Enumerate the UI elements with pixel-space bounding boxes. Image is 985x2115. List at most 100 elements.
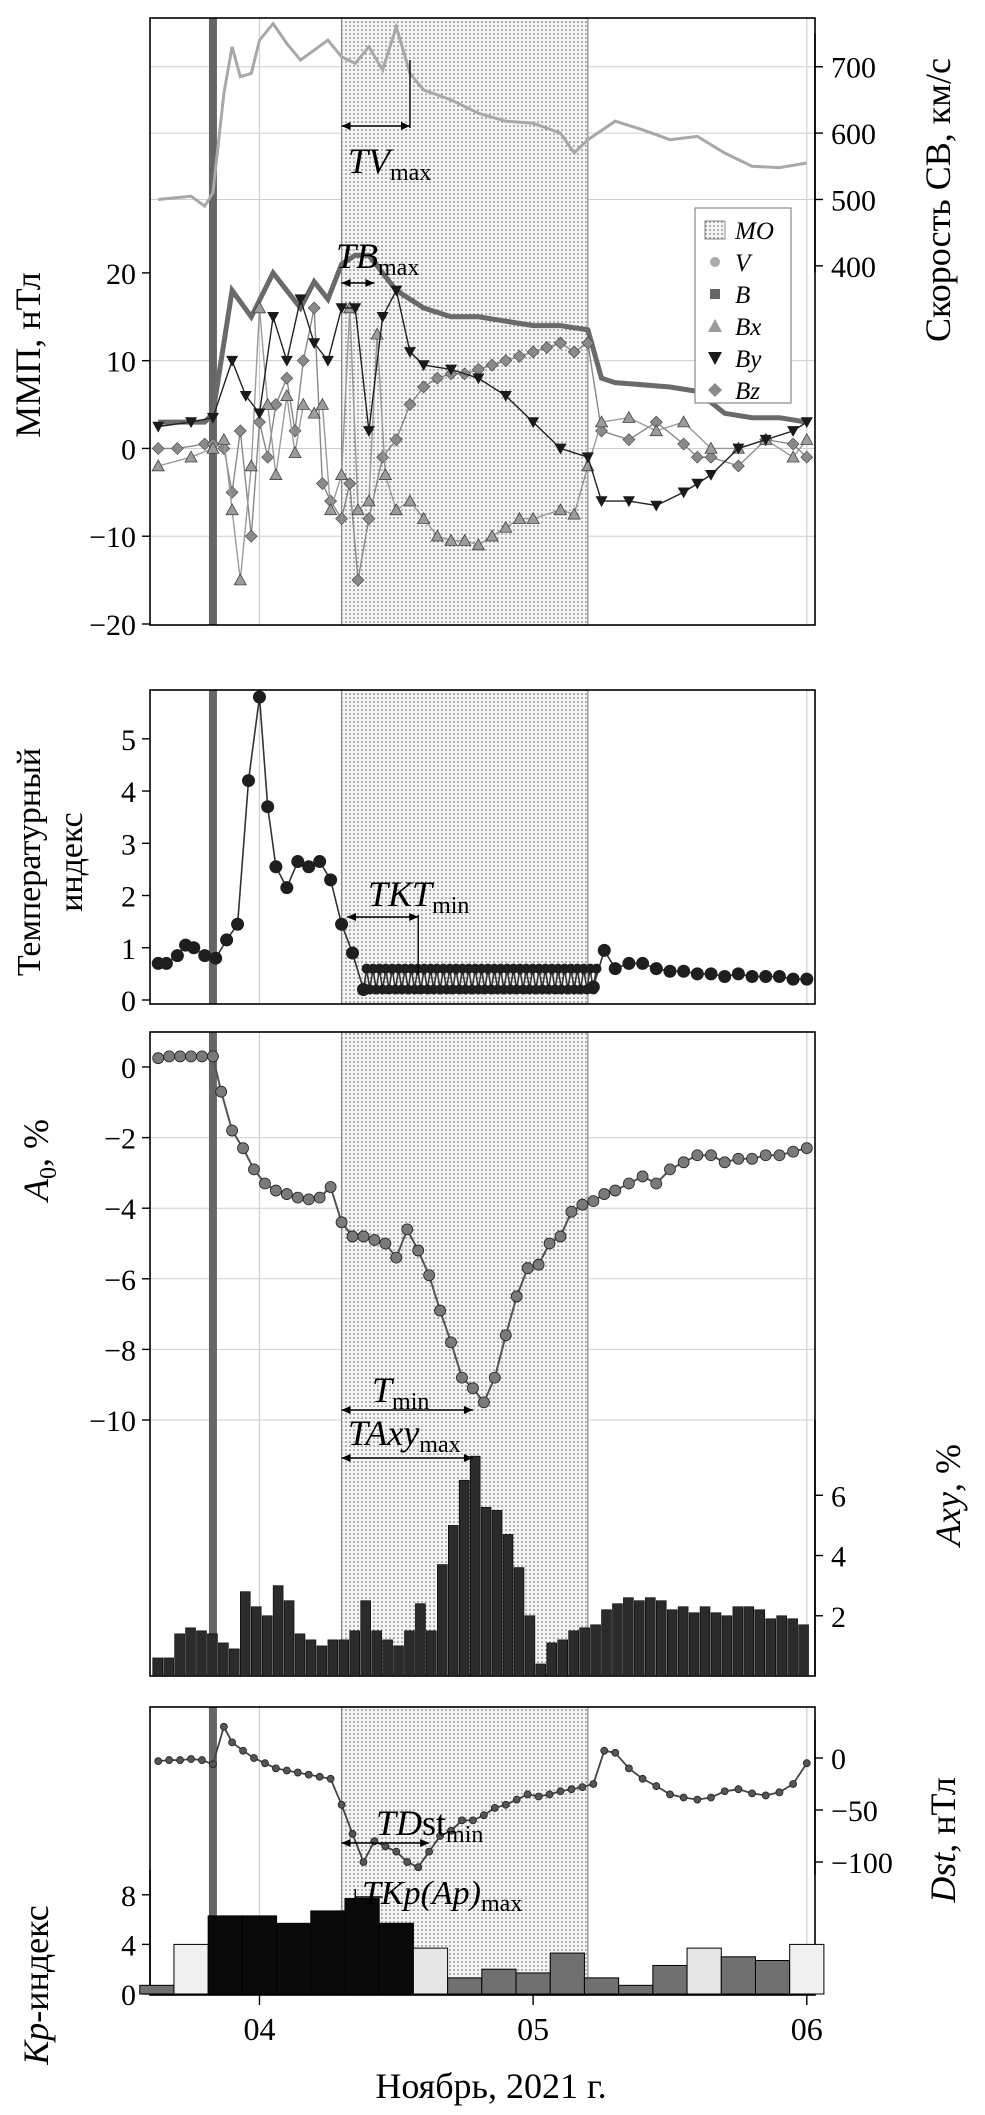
taxy-annotation-arrowhead <box>463 1454 473 1462</box>
series-bx-point <box>288 446 302 459</box>
tv-annotation-arrowhead <box>400 122 410 130</box>
series-a0-point <box>423 1269 436 1282</box>
series-bz-point <box>315 477 329 490</box>
series-bz-point <box>296 354 310 368</box>
temperature-tick-label: 1 <box>121 933 136 966</box>
series-by-point <box>308 338 321 350</box>
series-dst-point <box>261 1759 269 1768</box>
series-dst-point <box>802 1759 811 1768</box>
axy-bar <box>754 1609 766 1677</box>
series-bz-point <box>253 415 266 429</box>
tdst-annotation-arrowhead <box>420 1839 430 1847</box>
kp-bar <box>789 1943 825 1995</box>
axy-bar <box>546 1642 558 1677</box>
series-by-point <box>226 355 239 367</box>
kp-bar <box>515 1972 551 1995</box>
axy-bar <box>250 1606 262 1677</box>
series-bx-point <box>260 397 275 410</box>
series-kt-point <box>597 943 611 957</box>
series-bx-point <box>444 533 458 546</box>
temperature-ylabel-line2: индекс <box>53 812 90 912</box>
series-dst-point <box>748 1789 756 1798</box>
series-kt-point <box>159 956 173 970</box>
legend-label: MO <box>734 218 774 245</box>
series-bz-point <box>690 450 704 464</box>
series-bz-point <box>225 485 239 499</box>
legend-swatch <box>710 289 720 299</box>
series-bx-point <box>225 503 239 516</box>
series-bx-point <box>485 529 499 542</box>
tdst-annotation-label: TDstmin <box>376 1803 483 1848</box>
series-bz-point <box>485 358 499 372</box>
series-dst-point <box>425 1847 434 1856</box>
series-a0-point <box>226 1124 238 1137</box>
legend-label: V <box>735 250 753 277</box>
series-a0-point <box>773 1149 786 1162</box>
series-dst-point <box>271 1764 280 1773</box>
series-a0-point <box>488 1371 501 1384</box>
series-kt-point <box>170 949 184 963</box>
series-by-point <box>787 426 800 437</box>
series-bz-point <box>389 433 403 447</box>
series-bx-point <box>323 503 338 516</box>
imf-ylabel: ММП, нТл <box>8 272 48 437</box>
series-a0-point <box>543 1237 556 1250</box>
series-bx-point <box>206 441 220 454</box>
series-by-point <box>705 469 718 481</box>
series-kt-point <box>220 933 234 947</box>
kp-bar <box>618 1984 654 1995</box>
series-dst-point <box>578 1783 587 1792</box>
temperature-tick-label: 4 <box>121 776 136 809</box>
kp-bar <box>754 1960 791 1995</box>
axy-bar <box>272 1585 284 1677</box>
axy-bar <box>458 1479 470 1677</box>
axy-bar <box>469 1455 481 1677</box>
series-kt-point <box>291 855 305 869</box>
taxy-annotation-label: TAxymax <box>348 1413 461 1458</box>
series-bx-point <box>458 533 472 546</box>
series-bz-point <box>554 336 567 350</box>
axy-bar <box>787 1618 798 1677</box>
series-dst-point <box>326 1774 335 1783</box>
series-a0-point <box>196 1050 208 1063</box>
series-dst-point <box>337 1800 346 1809</box>
axy-bar <box>612 1603 623 1677</box>
series-bz-point <box>731 459 745 473</box>
series-a0-point <box>565 1205 578 1218</box>
series-a0-point <box>368 1234 381 1246</box>
tkp-label: TKp(Ap)max <box>362 1875 522 1917</box>
series-bx-point <box>269 467 283 480</box>
kp-ylabel: Kp-индекс <box>16 1905 56 2065</box>
series-a0-point <box>152 1052 165 1065</box>
axy-bar <box>163 1657 174 1677</box>
tkt-annotation-arrowhead <box>409 913 419 921</box>
series-a0-point <box>248 1163 260 1176</box>
axy-bar <box>404 1630 415 1677</box>
series-a0-point <box>335 1216 348 1229</box>
series-by-point <box>527 417 540 429</box>
series-by-point <box>206 412 219 424</box>
series-a0-point <box>357 1230 370 1243</box>
series-dst-point <box>775 1788 784 1797</box>
series-bx-point <box>244 459 258 472</box>
tkt-annotation-label: TKTmin <box>368 874 469 919</box>
series-a0-point <box>215 1085 228 1098</box>
x-axis-label: Ноябрь, 2021 г. <box>375 2066 606 2106</box>
series-dst-point <box>479 1811 488 1820</box>
series-by-point <box>650 500 663 512</box>
a0-tick-label: −10 <box>89 1405 136 1438</box>
axy-bar <box>590 1624 601 1677</box>
series-bz-point <box>233 424 247 438</box>
series-kt-point <box>586 980 600 994</box>
series-dst-point <box>789 1780 798 1788</box>
series-a0-point <box>598 1188 611 1200</box>
series-kt-point <box>242 774 256 788</box>
taxy-annotation-arrowhead <box>341 1454 351 1462</box>
kp-bar <box>139 1984 175 1995</box>
series-dst-point <box>198 1756 206 1764</box>
series-bx-point <box>296 397 310 410</box>
series-kt-point <box>663 964 677 978</box>
speed-tick-label: 500 <box>831 184 876 217</box>
series-by-point <box>499 390 512 402</box>
